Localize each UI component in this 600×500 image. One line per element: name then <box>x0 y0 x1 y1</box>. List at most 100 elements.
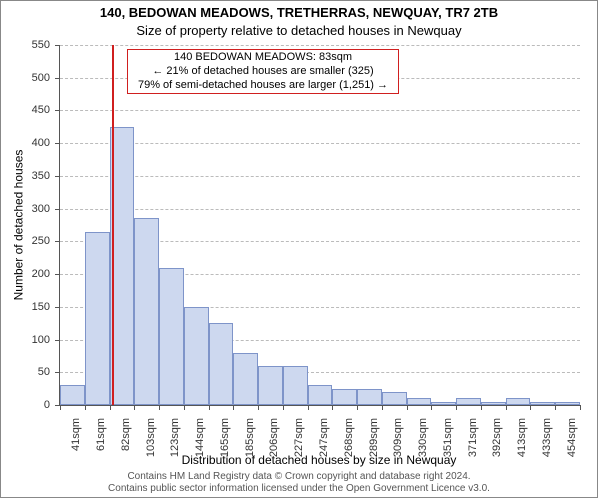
subject-annotation-box: 140 BEDOWAN MEADOWS: 83sqm← 21% of detac… <box>127 49 399 94</box>
y-tick-mark <box>55 274 60 275</box>
y-tick-mark <box>55 372 60 373</box>
x-tick-mark <box>332 405 333 410</box>
histogram-bar <box>357 389 382 405</box>
x-tick-mark <box>134 405 135 410</box>
y-tick-label: 100 <box>32 334 50 346</box>
x-tick-label: 61sqm <box>95 418 107 451</box>
x-tick-label: 268sqm <box>343 418 355 457</box>
x-tick-label: 247sqm <box>318 418 330 457</box>
x-axis-label: Distribution of detached houses by size … <box>59 453 579 467</box>
chart-container: 140, BEDOWAN MEADOWS, TRETHERRAS, NEWQUA… <box>0 0 598 498</box>
y-gridline <box>60 110 580 111</box>
y-axis-label-text: Number of detached houses <box>11 150 25 301</box>
histogram-bar <box>530 402 555 405</box>
y-tick-mark <box>55 307 60 308</box>
x-tick-mark <box>283 405 284 410</box>
x-tick-label: 392sqm <box>491 418 503 457</box>
y-tick-mark <box>55 176 60 177</box>
y-tick-mark <box>55 143 60 144</box>
histogram-bar <box>134 218 159 405</box>
y-gridline <box>60 176 580 177</box>
annotation-line-2: ← 21% of detached houses are smaller (32… <box>132 65 394 79</box>
histogram-bar <box>308 385 333 405</box>
histogram-bar <box>481 402 506 405</box>
y-tick-label: 300 <box>32 203 50 215</box>
y-tick-label: 250 <box>32 235 50 247</box>
x-tick-mark <box>308 405 309 410</box>
x-tick-label: 144sqm <box>194 418 206 457</box>
x-tick-mark <box>456 405 457 410</box>
y-tick-label: 350 <box>32 170 50 182</box>
x-tick-mark <box>407 405 408 410</box>
x-tick-mark <box>110 405 111 410</box>
annotation-line-3: 79% of semi-detached houses are larger (… <box>132 79 394 93</box>
footer-attribution: Contains HM Land Registry data © Crown c… <box>1 471 597 494</box>
x-tick-label: 227sqm <box>293 418 305 457</box>
plot-area: 05010015020025030035040045050055041sqm61… <box>59 45 580 406</box>
histogram-bar <box>456 398 481 405</box>
y-tick-label: 550 <box>32 39 50 51</box>
x-tick-label: 413sqm <box>516 418 528 457</box>
histogram-bar <box>60 385 85 405</box>
chart-title-main: 140, BEDOWAN MEADOWS, TRETHERRAS, NEWQUA… <box>1 5 597 20</box>
x-tick-mark <box>580 405 581 410</box>
x-tick-label: 351sqm <box>442 418 454 457</box>
histogram-bar <box>159 268 184 405</box>
x-tick-label: 103sqm <box>145 418 157 457</box>
x-tick-label: 82sqm <box>120 418 132 451</box>
x-tick-mark <box>431 405 432 410</box>
chart-title-sub: Size of property relative to detached ho… <box>1 23 597 38</box>
histogram-bar <box>407 398 432 405</box>
y-tick-mark <box>55 209 60 210</box>
x-tick-label: 185sqm <box>244 418 256 457</box>
x-tick-mark <box>209 405 210 410</box>
histogram-bar <box>506 398 531 405</box>
annotation-line-1: 140 BEDOWAN MEADOWS: 83sqm <box>132 51 394 65</box>
footer-line-2: Contains public sector information licen… <box>1 483 597 495</box>
x-tick-mark <box>530 405 531 410</box>
x-tick-label: 165sqm <box>219 418 231 457</box>
y-axis-label: Number of detached houses <box>11 45 25 405</box>
x-tick-mark <box>382 405 383 410</box>
y-tick-mark <box>55 45 60 46</box>
y-tick-label: 150 <box>32 301 50 313</box>
x-tick-mark <box>184 405 185 410</box>
y-tick-label: 0 <box>44 399 50 411</box>
histogram-bar <box>283 366 308 405</box>
histogram-bar <box>233 353 258 405</box>
y-tick-mark <box>55 241 60 242</box>
x-tick-mark <box>60 405 61 410</box>
x-tick-mark <box>481 405 482 410</box>
footer-line-1: Contains HM Land Registry data © Crown c… <box>1 471 597 483</box>
y-gridline <box>60 143 580 144</box>
y-tick-mark <box>55 340 60 341</box>
y-tick-mark <box>55 78 60 79</box>
x-tick-label: 206sqm <box>268 418 280 457</box>
x-tick-label: 371sqm <box>467 418 479 457</box>
y-tick-label: 400 <box>32 137 50 149</box>
x-tick-label: 41sqm <box>70 418 82 451</box>
x-tick-mark <box>85 405 86 410</box>
histogram-bar <box>258 366 283 405</box>
x-tick-label: 309sqm <box>392 418 404 457</box>
y-tick-label: 500 <box>32 72 50 84</box>
x-tick-mark <box>357 405 358 410</box>
subject-marker-line <box>112 45 114 405</box>
x-tick-mark <box>159 405 160 410</box>
x-tick-mark <box>258 405 259 410</box>
histogram-bar <box>332 389 357 405</box>
histogram-bar <box>431 402 456 405</box>
x-tick-label: 433sqm <box>541 418 553 457</box>
x-tick-label: 454sqm <box>566 418 578 457</box>
histogram-bar <box>555 402 580 405</box>
x-tick-label: 123sqm <box>169 418 181 457</box>
y-tick-mark <box>55 110 60 111</box>
x-tick-mark <box>506 405 507 410</box>
histogram-bar <box>382 392 407 405</box>
y-gridline <box>60 45 580 46</box>
x-tick-label: 330sqm <box>417 418 429 457</box>
y-gridline <box>60 209 580 210</box>
histogram-bar <box>184 307 209 405</box>
x-tick-mark <box>233 405 234 410</box>
x-tick-label: 289sqm <box>368 418 380 457</box>
